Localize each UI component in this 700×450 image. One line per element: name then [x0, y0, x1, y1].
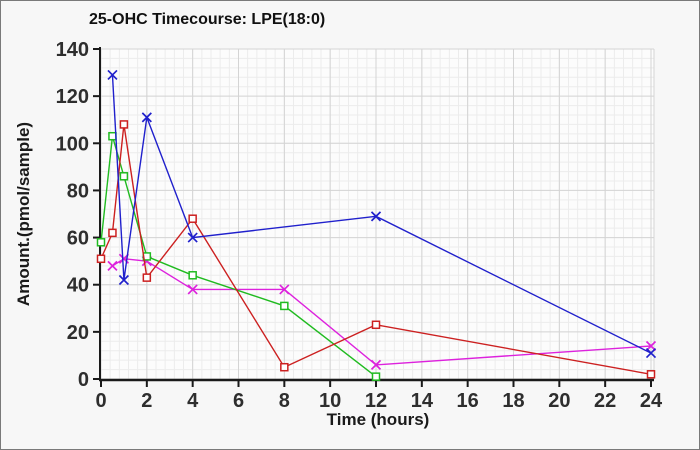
x-tick-label: 14 [411, 390, 434, 412]
chart-title: 25-OHC Timecourse: LPE(18:0) [89, 11, 326, 28]
x-tick-label: 22 [594, 390, 616, 412]
y-tick-label: 140 [56, 39, 89, 61]
marker-square-red [646, 370, 656, 379]
marker-square-green [108, 131, 117, 141]
x-tick-label: 4 [187, 390, 199, 412]
marker-x-blue [370, 211, 382, 222]
marker-square-red [142, 273, 152, 282]
y-tick-label: 80 [67, 180, 89, 202]
marker-x-magenta [279, 284, 290, 295]
marker-x-blue [107, 69, 118, 81]
x-tick-label: 2 [141, 390, 152, 412]
x-tick-label: 0 [95, 390, 106, 412]
chart-grid [100, 48, 655, 380]
marker-square-green [371, 372, 381, 381]
series-line-red [100, 124, 652, 375]
series-line-blue [111, 74, 652, 354]
x-tick-label: 20 [548, 390, 570, 412]
y-axis-label: Amount.(pmol/sample) [14, 122, 33, 306]
y-tick-label: 120 [56, 86, 89, 108]
marker-x-blue [645, 347, 657, 359]
marker-square-red [108, 228, 117, 238]
marker-square-red [188, 214, 197, 223]
marker-square-red [119, 120, 129, 129]
marker-square-red [96, 254, 106, 264]
x-tick-label: 12 [365, 390, 387, 412]
x-tick-label: 6 [233, 390, 244, 412]
marker-square-red [280, 362, 289, 372]
y-tick-label: 100 [56, 133, 89, 155]
x-axis-label: Time (hours) [327, 410, 430, 429]
x-tick-label: 16 [457, 390, 479, 412]
y-tick-label: 40 [67, 275, 89, 297]
y-tick-label: 60 [67, 228, 89, 250]
chart-axes [93, 47, 654, 387]
marker-x-magenta [187, 284, 198, 295]
x-tick-label: 18 [502, 390, 524, 412]
marker-square-green [280, 301, 289, 311]
x-tick-label: 24 [640, 390, 663, 412]
marker-x-magenta [107, 260, 118, 271]
x-tick-label: 8 [279, 390, 290, 412]
marker-x-blue [187, 232, 198, 243]
marker-square-green [119, 172, 129, 181]
marker-x-blue [118, 274, 130, 286]
marker-x-blue [141, 112, 152, 123]
y-tick-label: 0 [78, 369, 89, 391]
marker-x-magenta [370, 359, 382, 370]
marker-square-red [371, 320, 381, 330]
chart-series [96, 69, 657, 381]
x-tick-label: 10 [319, 390, 341, 412]
marker-square-green [188, 271, 197, 280]
y-tick-label: 20 [67, 322, 89, 344]
marker-square-green [96, 238, 106, 247]
